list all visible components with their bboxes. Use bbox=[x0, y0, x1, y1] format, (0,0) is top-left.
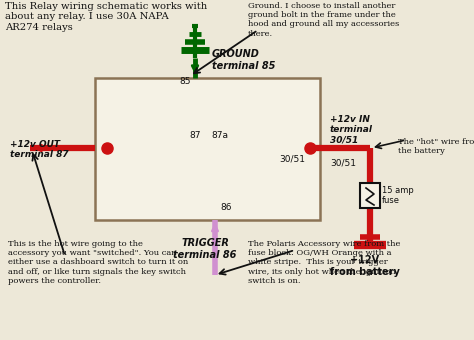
Text: Ground. I choose to install another
ground bolt in the frame under the
hood and : Ground. I choose to install another grou… bbox=[248, 2, 399, 38]
Text: The "hot" wire from
the battery: The "hot" wire from the battery bbox=[398, 138, 474, 155]
Text: +12v IN
terminal
30/51: +12v IN terminal 30/51 bbox=[330, 115, 373, 145]
Text: 87a: 87a bbox=[211, 131, 228, 140]
Text: 30/51: 30/51 bbox=[279, 154, 305, 163]
Bar bbox=[360, 183, 380, 208]
Text: +12V
from battery: +12V from battery bbox=[330, 255, 400, 277]
Bar bbox=[95, 78, 320, 220]
Text: This Relay wiring schematic works with
about any relay. I use 30A NAPA
AR274 rel: This Relay wiring schematic works with a… bbox=[5, 2, 207, 32]
Text: The Polaris Accessory wire from the
fuse block. OG/WH Orange with a
white stripe: The Polaris Accessory wire from the fuse… bbox=[248, 240, 401, 285]
Text: This is the hot wire going to the
accessory you want "switched". You can
either : This is the hot wire going to the access… bbox=[8, 240, 188, 285]
Text: 86: 86 bbox=[220, 203, 231, 212]
Text: 87: 87 bbox=[189, 131, 201, 140]
Text: +12v OUT
terminal 87: +12v OUT terminal 87 bbox=[10, 140, 69, 159]
Text: TRIGGER
terminal 86: TRIGGER terminal 86 bbox=[173, 238, 237, 260]
Text: 85: 85 bbox=[179, 78, 191, 86]
Text: GROUND
terminal 85: GROUND terminal 85 bbox=[212, 49, 275, 71]
Text: 30/51: 30/51 bbox=[330, 158, 356, 168]
Text: 15 amp
fuse: 15 amp fuse bbox=[382, 186, 414, 205]
